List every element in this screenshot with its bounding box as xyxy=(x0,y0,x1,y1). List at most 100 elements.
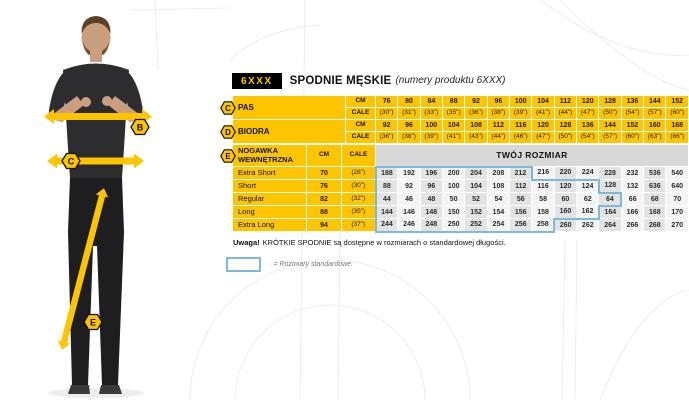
measure-cm-cell: 88 xyxy=(442,95,466,108)
size-cell: 156 xyxy=(509,205,533,219)
size-cell: 96 xyxy=(419,179,444,193)
size-cell: 60 xyxy=(553,192,578,206)
size-cell: 246 xyxy=(397,218,421,233)
measure-cale-cell: (47") xyxy=(531,131,555,144)
size-cell: 270 xyxy=(665,218,689,232)
badge-waist-c: C xyxy=(61,152,81,170)
size-cell: 212 xyxy=(509,165,533,180)
unit-cm: CM xyxy=(306,144,342,167)
measure-cm-cell: 120 xyxy=(576,95,600,108)
size-cell: 148 xyxy=(419,205,444,219)
size-cell: 66 xyxy=(620,192,645,206)
measure-cale-cell: (47") xyxy=(576,107,600,120)
leg-cm-cell: 88 xyxy=(306,205,342,219)
leg-section-label: NOGAWKA WEWNĘTRZNA xyxy=(232,144,307,167)
standard-sizes-legend: = Rozmiary standardowe. xyxy=(226,256,353,274)
size-cell: 260 xyxy=(553,218,578,232)
badge-row-pas: C xyxy=(220,101,236,115)
measure-cale-cell: (39") xyxy=(419,131,444,144)
size-cell: 192 xyxy=(397,165,421,180)
measure-cm-cell: 144 xyxy=(598,119,622,132)
measure-cale-cell: (54") xyxy=(620,107,645,120)
size-cell: 208 xyxy=(486,165,511,180)
unit-cm: CM xyxy=(345,119,376,132)
measure-cm-cell: 128 xyxy=(553,119,578,132)
size-cell: 104 xyxy=(464,179,488,193)
measure-cm-cell: 80 xyxy=(397,95,421,108)
your-size-header: TWÓJ ROZMIAR xyxy=(375,144,689,167)
leg-cale-cell: (37") xyxy=(341,218,376,232)
size-cell: 120 xyxy=(553,178,578,193)
measure-cm-cell: 100 xyxy=(419,119,444,132)
leg-length-name: Short xyxy=(232,179,307,193)
leg-cm-cell: 76 xyxy=(306,179,342,193)
measure-cm-cell: 96 xyxy=(397,119,421,132)
waist-measure-arrow xyxy=(47,153,144,169)
size-cell: 254 xyxy=(486,218,511,233)
badge-leg-e: E xyxy=(83,313,103,331)
size-cell: 228 xyxy=(598,166,622,180)
size-cell: 112 xyxy=(509,179,533,193)
leg-cale-cell: (32") xyxy=(341,192,376,206)
measure-cale-cell: (41") xyxy=(531,107,555,120)
size-cell: 264 xyxy=(598,218,622,232)
chart-header: 6XXX SPODNIE MĘSKIE (numery produktu 6XXX) xyxy=(232,72,506,90)
measure-cm-cell: 92 xyxy=(464,95,488,108)
svg-text:E: E xyxy=(225,152,231,161)
leg-cale-cell: (28") xyxy=(341,166,376,180)
size-cell: 160 xyxy=(553,205,578,220)
measure-cale-cell: (41") xyxy=(442,131,466,144)
badge-row-biodra: D xyxy=(220,125,236,139)
measure-cale-cell: (57") xyxy=(598,131,622,144)
size-cell: 64 xyxy=(598,191,623,207)
size-cell: 536 xyxy=(643,166,667,180)
size-cell: 250 xyxy=(442,218,466,233)
leg-cm-cell: 70 xyxy=(306,166,342,180)
measure-cale-cell: (50") xyxy=(598,107,622,120)
size-cell: 636 xyxy=(643,179,667,193)
size-cell: 204 xyxy=(464,165,488,180)
size-cell: 92 xyxy=(397,179,421,193)
size-cell: 158 xyxy=(531,205,555,219)
measure-cm-cell: 100 xyxy=(509,95,533,108)
leg-length-name: Long xyxy=(232,205,307,219)
size-cell: 52 xyxy=(464,192,488,206)
unit-cale: CALE xyxy=(341,144,376,167)
size-cell: 44 xyxy=(374,192,399,206)
measure-cm-cell: 152 xyxy=(665,95,689,108)
measure-cale-cell: (36") xyxy=(464,107,488,120)
size-cell: 48 xyxy=(419,192,444,206)
size-cell: 252 xyxy=(464,218,488,233)
measure-cale-cell: (43") xyxy=(464,131,488,144)
measure-cale-cell: (46") xyxy=(509,131,533,144)
size-cell: 170 xyxy=(665,205,689,219)
leg-cm-cell: 82 xyxy=(306,192,342,206)
size-cell: 168 xyxy=(643,205,667,219)
size-cell: 162 xyxy=(576,205,600,220)
badge-chest-b: B xyxy=(130,118,150,136)
size-cell: 144 xyxy=(374,205,399,219)
size-cell: 640 xyxy=(665,179,689,193)
measure-cale-cell: (38") xyxy=(397,131,421,144)
measure-cale-cell: (60") xyxy=(665,107,689,120)
size-cell: 244 xyxy=(374,218,399,233)
size-cell: 248 xyxy=(419,218,444,233)
measure-cm-cell: 136 xyxy=(620,95,645,108)
size-cell: 258 xyxy=(531,218,556,233)
footnote: Uwaga! KRÓTKIE SPODNIE są dostępne w rozm… xyxy=(233,238,506,247)
svg-text:E: E xyxy=(90,318,96,328)
unit-cale: CALE xyxy=(345,107,376,120)
size-cell: 124 xyxy=(576,178,600,193)
size-cell: 266 xyxy=(620,218,645,232)
leg-cale-cell: (35") xyxy=(341,205,376,219)
measure-cm-cell: 152 xyxy=(620,119,645,132)
measure-cm-cell: 96 xyxy=(486,95,511,108)
size-cell: 150 xyxy=(442,205,466,219)
legend-text: = Rozmiary standardowe. xyxy=(273,261,354,269)
measure-cm-cell: 136 xyxy=(576,119,600,132)
size-cell: 256 xyxy=(509,218,533,233)
leg-cm-cell: 94 xyxy=(306,218,342,232)
measure-cm-cell: 116 xyxy=(509,119,533,132)
size-cell: 216 xyxy=(531,166,555,180)
leg-length-name: Regular xyxy=(232,192,307,206)
